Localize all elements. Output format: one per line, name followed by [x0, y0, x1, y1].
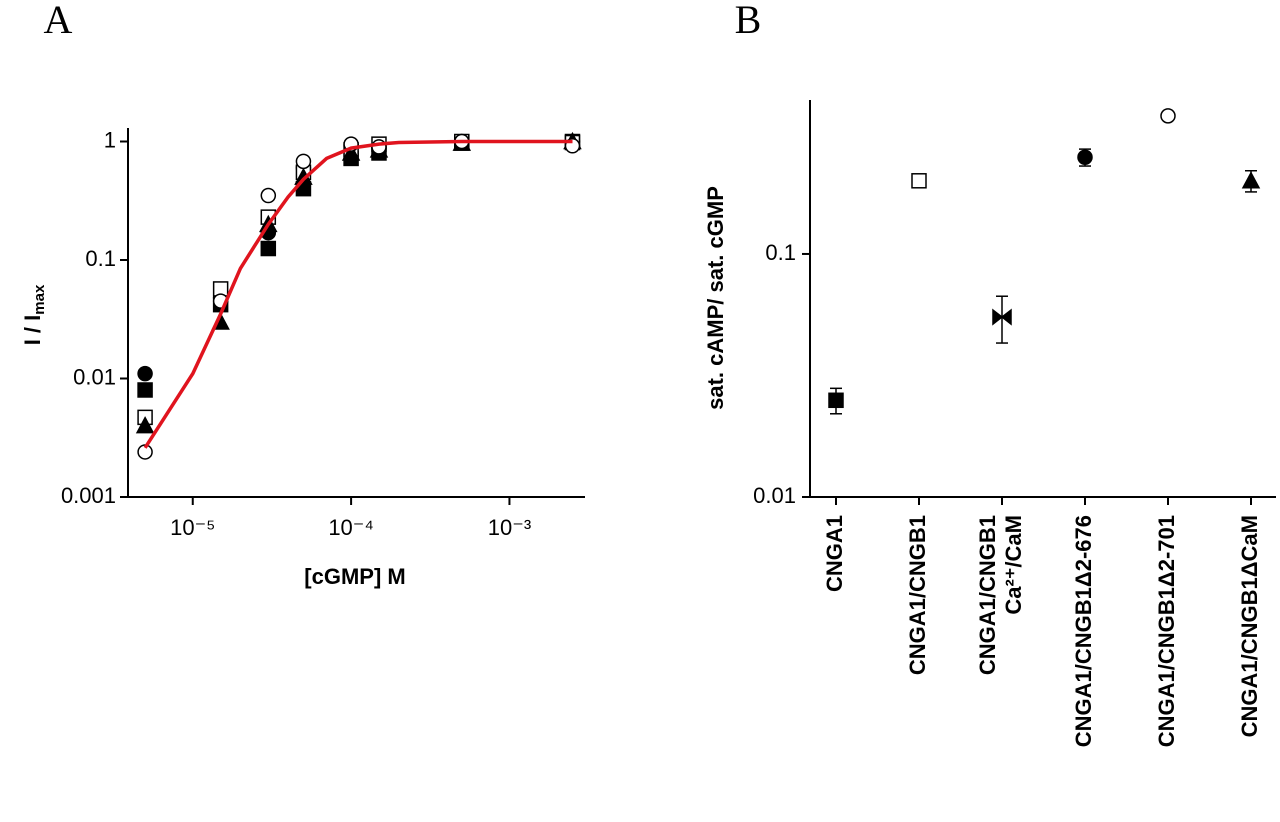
marker [260, 240, 277, 257]
y-tick-label: 1 [104, 127, 116, 152]
marker [260, 187, 277, 204]
x-axis-label: [cGMP] M [304, 564, 405, 589]
marker [911, 173, 927, 189]
x-tick-label: CNGA1/CNGB1ΔCaM [1237, 515, 1262, 737]
x-tick-label: Ca²⁺/CaM [1001, 515, 1026, 615]
marker [137, 382, 153, 398]
y-tick-label: 0.01 [73, 364, 116, 389]
y-axis-label-main: I / I [20, 315, 45, 346]
y-axis-label: sat. cAMP/ sat. cGMP [703, 186, 728, 410]
panel-label: B [735, 0, 762, 42]
y-tick-label: 0.1 [85, 246, 116, 271]
y-tick-label: 0.1 [765, 240, 796, 265]
marker [828, 392, 844, 409]
y-tick-label: 0.001 [61, 483, 116, 508]
marker [341, 143, 361, 161]
x-tick-label: 10⁻³ [488, 515, 531, 540]
x-tick-label: CNGA1/CNGB1Δ2-676 [1071, 515, 1096, 747]
y-axis-label-sub: max [31, 284, 48, 315]
x-tick-label: CNGA1/CNGB1 [975, 515, 1000, 675]
x-tick-label: 10⁻⁴ [328, 515, 374, 540]
x-tick-label: CNGA1/CNGB1 [905, 515, 930, 675]
error-bar [996, 295, 1008, 344]
marker [137, 365, 153, 382]
panel-label: A [44, 0, 73, 42]
marker [1077, 149, 1093, 165]
marker [1160, 108, 1176, 124]
marker [295, 153, 312, 170]
marker [135, 416, 155, 434]
fit-line [143, 139, 573, 449]
x-tick-label: CNGA1/CNGB1Δ2-701 [1154, 515, 1179, 747]
y-tick-label: 0.01 [753, 483, 796, 508]
x-tick-label: 10⁻⁵ [170, 515, 215, 540]
x-tick-label: CNGA1 [822, 515, 847, 592]
marker [1241, 171, 1261, 189]
marker [992, 308, 1012, 326]
y-axis-label: I / Imax [20, 284, 48, 345]
